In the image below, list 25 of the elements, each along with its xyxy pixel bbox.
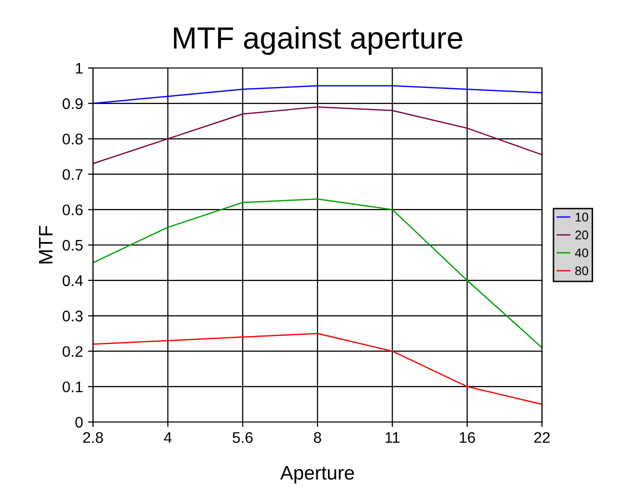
- y-tick-label: 0.1: [62, 381, 83, 392]
- chart-title: MTF against aperture: [174, 26, 462, 55]
- x-axis-title: Aperture: [280, 466, 354, 484]
- legend-label: 80: [575, 266, 588, 276]
- y-axis-title: MTF: [39, 226, 52, 264]
- y-tick-label: 0.2: [62, 346, 83, 357]
- legend-label: 40: [575, 248, 588, 258]
- x-tick-label: 8: [314, 432, 322, 443]
- x-tick-label: 5.6: [232, 432, 253, 443]
- y-tick-label: 0.7: [62, 169, 83, 180]
- legend-label: 10: [576, 212, 588, 222]
- x-tick-label: 11: [386, 432, 400, 443]
- x-tick-label: 2.8: [83, 432, 103, 443]
- x-tick-label: 22: [534, 432, 550, 443]
- y-tick-label: 0.3: [62, 310, 83, 322]
- y-tick-label: 0.6: [62, 204, 83, 216]
- x-tick-label: 16: [460, 432, 475, 443]
- y-tick-label: 0.4: [62, 275, 83, 286]
- y-tick-label: 0.5: [62, 240, 83, 251]
- legend-label: 20: [575, 230, 588, 240]
- y-tick-label: 0.8: [62, 134, 83, 144]
- y-tick-label: 1: [76, 63, 83, 74]
- y-tick-label: 0.9: [62, 98, 83, 110]
- x-tick-label: 4: [164, 432, 172, 443]
- y-tick-label: 0: [75, 416, 83, 428]
